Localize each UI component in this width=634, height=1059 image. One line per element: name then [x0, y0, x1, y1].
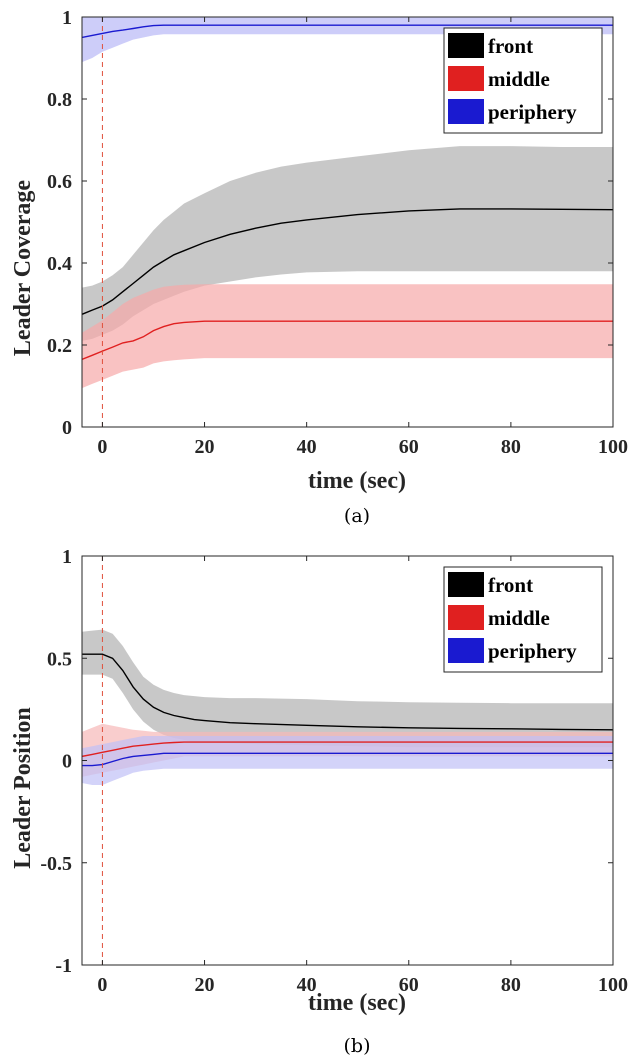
lines-group	[82, 556, 613, 965]
chart-b: 0 20 40 60 80 100 -1 -0.5 0 0.5 1 front middle perip…	[0, 530, 634, 1059]
figure-caption: (b)	[344, 1035, 371, 1057]
x-tick-label: 40	[297, 974, 317, 996]
band-periphery	[82, 736, 613, 785]
axes-frame	[81, 16, 614, 428]
y-tick-label: 1	[62, 7, 72, 29]
x-tick-label: 60	[399, 974, 419, 996]
x-tick-label: 100	[598, 436, 628, 458]
y-tick-label: 0	[62, 751, 72, 773]
y-tick-label: -1	[55, 955, 72, 977]
y-axis-label: Leader Coverage	[10, 180, 36, 357]
x-tick-label: 100	[598, 974, 628, 996]
figure-caption: (a)	[344, 505, 370, 527]
line-middle	[82, 741, 613, 758]
x-tick-label: 40	[297, 436, 317, 458]
x-axis-label: time (sec)	[308, 468, 406, 494]
legend-label-periphery: periphery	[488, 100, 577, 124]
legend-swatch-front	[448, 33, 484, 58]
x-tick-label: 60	[399, 436, 419, 458]
lines-group	[82, 17, 613, 427]
y-tick-label: 0.4	[47, 253, 72, 275]
line-periphery	[82, 752, 613, 767]
band-front	[82, 146, 613, 341]
legend: front middle periphery	[443, 27, 603, 134]
x-axis-label: time (sec)	[308, 990, 406, 1016]
legend-swatch-middle	[448, 605, 484, 630]
legend-label-periphery: periphery	[488, 639, 577, 663]
chart-a: 0 20 40 60 80 100 0 0.2 0.4 0.6 0.8 1 front middle pe…	[10, 7, 628, 527]
y-tick-label: 0.6	[47, 171, 72, 193]
line-front	[82, 208, 613, 315]
y-tick-label: -0.5	[40, 853, 72, 875]
legend-swatch-front	[448, 572, 484, 597]
axes-box	[81, 16, 614, 428]
ticks-group: 0 20 40 60 80 100 0 0.2 0.4 0.6 0.8 1	[47, 7, 628, 458]
x-tick-label: 0	[97, 974, 107, 996]
y-axis-label: Leader Position	[10, 707, 36, 869]
ticks-group: 0 20 40 60 80 100 -1 -0.5 0 0.5 1	[40, 546, 628, 996]
legend-swatch-periphery	[448, 638, 484, 663]
line-periphery	[82, 24, 613, 39]
x-tick-label: 80	[501, 436, 521, 458]
legend-label-front: front	[488, 34, 533, 58]
x-tick-label: 20	[195, 974, 215, 996]
x-tick-label: 80	[501, 974, 521, 996]
legend-label-front: front	[488, 573, 533, 597]
line-middle	[82, 320, 613, 361]
legend: front middle periphery	[443, 566, 603, 673]
y-tick-label: 0.2	[47, 335, 72, 357]
band-middle	[82, 284, 613, 389]
legend-swatch-periphery	[448, 99, 484, 124]
x-tick-label: 20	[195, 436, 215, 458]
y-tick-label: 0.5	[47, 648, 72, 670]
y-tick-label: 0.8	[47, 89, 72, 111]
legend-swatch-middle	[448, 66, 484, 91]
chart-b-svg: 0 20 40 60 80 100 -1 -0.5 0 0.5 1 front middle perip…	[10, 546, 628, 1057]
line-front	[82, 653, 613, 731]
x-tick-label: 0	[97, 436, 107, 458]
y-tick-label: 1	[62, 546, 72, 568]
band-front	[82, 629, 613, 748]
legend-label-middle: middle	[488, 67, 550, 91]
legend-label-middle: middle	[488, 606, 550, 630]
chart-a-svg: 0 20 40 60 80 100 0 0.2 0.4 0.6 0.8 1 front middle pe…	[10, 7, 628, 527]
y-tick-label: 0	[62, 417, 72, 439]
